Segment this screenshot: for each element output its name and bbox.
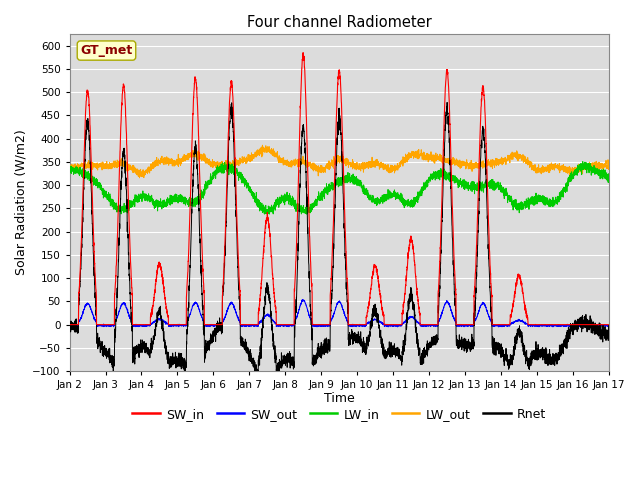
Legend: SW_in, SW_out, LW_in, LW_out, Rnet: SW_in, SW_out, LW_in, LW_out, Rnet [127, 403, 551, 426]
Rnet [163, 348, 170, 354]
Line: SW_in: SW_in [70, 52, 609, 324]
LW_out [605, 162, 612, 168]
Rnet [460, 341, 468, 347]
SW_out [491, 323, 499, 328]
LW_in [260, 211, 268, 217]
Text: GT_met: GT_met [81, 44, 132, 57]
SW_out [495, 324, 502, 330]
LW_out [66, 163, 74, 168]
SW_in [66, 322, 74, 327]
SW_in [460, 322, 468, 327]
LW_in [66, 170, 74, 176]
Rnet [491, 344, 499, 349]
SW_in [163, 305, 170, 311]
LW_in [163, 200, 170, 205]
Rnet [605, 336, 612, 342]
LW_out [259, 142, 266, 148]
LW_out [319, 165, 327, 171]
Line: LW_in: LW_in [70, 162, 609, 214]
LW_in [605, 177, 612, 182]
LW_in [460, 186, 468, 192]
LW_out [163, 158, 170, 164]
LW_in [491, 179, 499, 185]
Title: Four channel Radiometer: Four channel Radiometer [247, 15, 431, 30]
LW_in [430, 173, 438, 179]
SW_out [66, 323, 74, 329]
SW_in [491, 322, 499, 327]
SW_out [460, 323, 468, 328]
SW_out [430, 323, 438, 328]
Rnet [604, 337, 612, 343]
SW_out [605, 323, 612, 328]
SW_out [163, 320, 170, 326]
SW_out [298, 297, 306, 302]
LW_out [136, 175, 143, 181]
LW_in [579, 159, 587, 165]
LW_out [491, 161, 499, 167]
SW_out [319, 323, 327, 328]
LW_in [604, 180, 612, 185]
SW_out [604, 324, 612, 329]
SW_in [299, 49, 307, 55]
Rnet [444, 99, 451, 105]
LW_out [430, 154, 438, 160]
Rnet [253, 380, 261, 385]
Y-axis label: Solar Radiation (W/m2): Solar Radiation (W/m2) [15, 130, 28, 276]
LW_out [604, 163, 612, 168]
LW_in [319, 192, 327, 197]
SW_in [604, 322, 612, 327]
Rnet [66, 330, 74, 336]
X-axis label: Time: Time [324, 392, 355, 405]
Line: LW_out: LW_out [70, 145, 609, 178]
SW_in [605, 322, 612, 327]
SW_in [319, 322, 327, 327]
SW_in [430, 322, 438, 327]
Line: SW_out: SW_out [70, 300, 609, 327]
LW_out [460, 161, 468, 167]
Rnet [430, 341, 438, 347]
Rnet [319, 348, 327, 354]
Line: Rnet: Rnet [70, 102, 609, 383]
